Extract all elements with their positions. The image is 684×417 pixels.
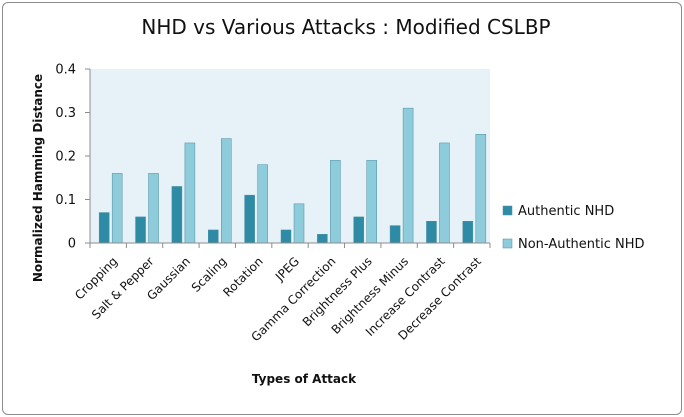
- bar-authentic-9: [426, 221, 437, 244]
- bar-non-authentic-10: [475, 134, 487, 244]
- x-axis-title: Types of Attack: [252, 372, 357, 386]
- bar-authentic-10: [462, 221, 474, 244]
- bar-authentic-6: [317, 234, 328, 244]
- bar-non-authentic-7: [366, 160, 377, 244]
- bar-non-authentic-8: [402, 107, 414, 244]
- y-tick-label: 0.1: [55, 193, 76, 208]
- bar-non-authentic-6: [330, 160, 341, 244]
- bar-non-authentic-0: [111, 173, 123, 244]
- bar-authentic-0: [98, 212, 110, 244]
- y-tick-label: 0.4: [55, 63, 76, 78]
- bar-non-authentic-9: [439, 142, 450, 244]
- legend: Authentic NHD Non-Authentic NHD: [502, 204, 645, 252]
- x-tick-label: Rotation: [220, 254, 265, 299]
- bar-non-authentic-4: [257, 164, 268, 244]
- legend-swatch: [502, 238, 513, 249]
- x-tick-label: JPEG: [272, 254, 302, 284]
- y-tick-label: 0.2: [55, 150, 76, 165]
- bar-authentic-8: [389, 225, 401, 244]
- chart-title: NHD vs Various Attacks : Modified CSLBP: [141, 15, 550, 39]
- bar-authentic-3: [208, 229, 219, 244]
- y-tick-label: 0: [68, 237, 76, 252]
- bar-non-authentic-2: [184, 142, 196, 244]
- bar-non-authentic-1: [148, 173, 159, 244]
- legend-label: Authentic NHD: [518, 204, 614, 219]
- legend-label: Non-Authentic NHD: [518, 237, 645, 252]
- bar-non-authentic-3: [221, 138, 232, 244]
- y-axis-title: Normalized Hamming Distance: [31, 74, 45, 282]
- y-tick-label: 0.3: [55, 106, 76, 121]
- bar-non-authentic-5: [293, 203, 305, 244]
- bar-authentic-4: [244, 194, 255, 244]
- bar-authentic-7: [353, 216, 364, 244]
- bar-authentic-5: [280, 229, 292, 244]
- bar-authentic-1: [135, 216, 146, 244]
- legend-swatch: [502, 205, 513, 216]
- bar-authentic-2: [171, 186, 183, 244]
